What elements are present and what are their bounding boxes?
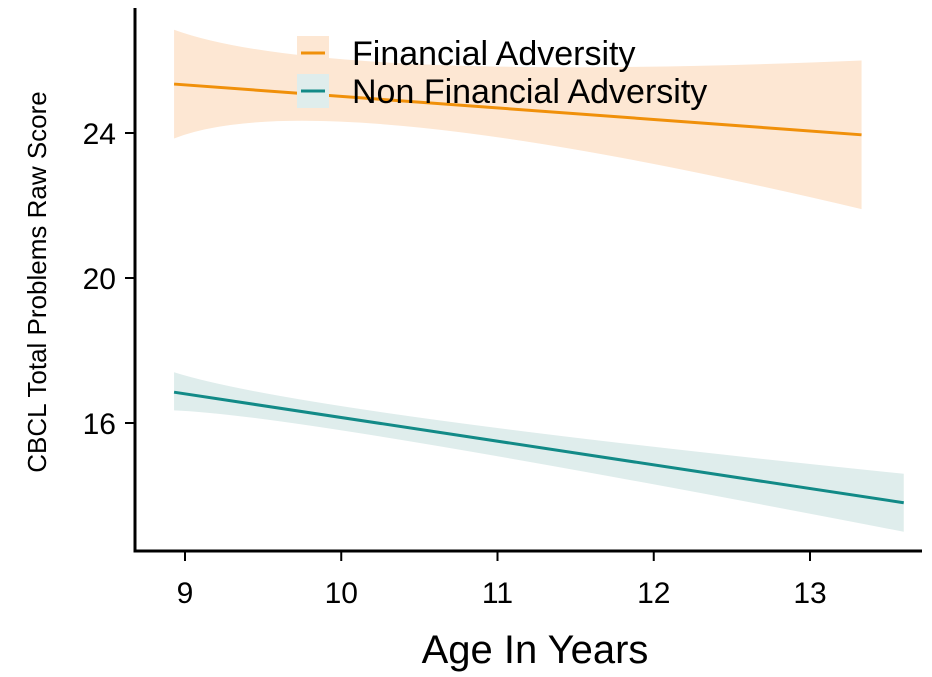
legend-label: Non Financial Adversity [352,73,707,111]
x-tick-label: 13 [793,577,826,610]
x-tick-label: 9 [177,577,194,610]
legend-item-non-financial-adversity: Non Financial Adversity [297,73,707,111]
x-axis-title: Age In Years [422,628,649,672]
y-axis-ticks: 16 20 24 [83,118,135,441]
y-tick-label: 16 [83,408,116,441]
y-tick-label: 24 [83,118,116,151]
series-line-non-financial-adversity [173,390,904,505]
trend-lines [173,82,904,505]
y-tick-label: 20 [83,263,116,296]
legend-item-financial-adversity: Financial Adversity [297,35,635,73]
x-tick-label: 12 [637,577,670,610]
ci-band-financial-adversity [174,29,862,210]
series-line-financial-adversity [173,82,862,137]
x-axis-ticks: 9 10 11 12 13 [177,551,827,610]
confidence-bands [174,29,904,532]
legend-label: Financial Adversity [352,35,635,73]
x-tick-label: 11 [482,577,513,610]
ci-band-non-financial-adversity [174,372,904,532]
x-tick-label: 10 [325,577,358,610]
y-axis-title: CBCL Total Problems Raw Score [22,91,52,472]
